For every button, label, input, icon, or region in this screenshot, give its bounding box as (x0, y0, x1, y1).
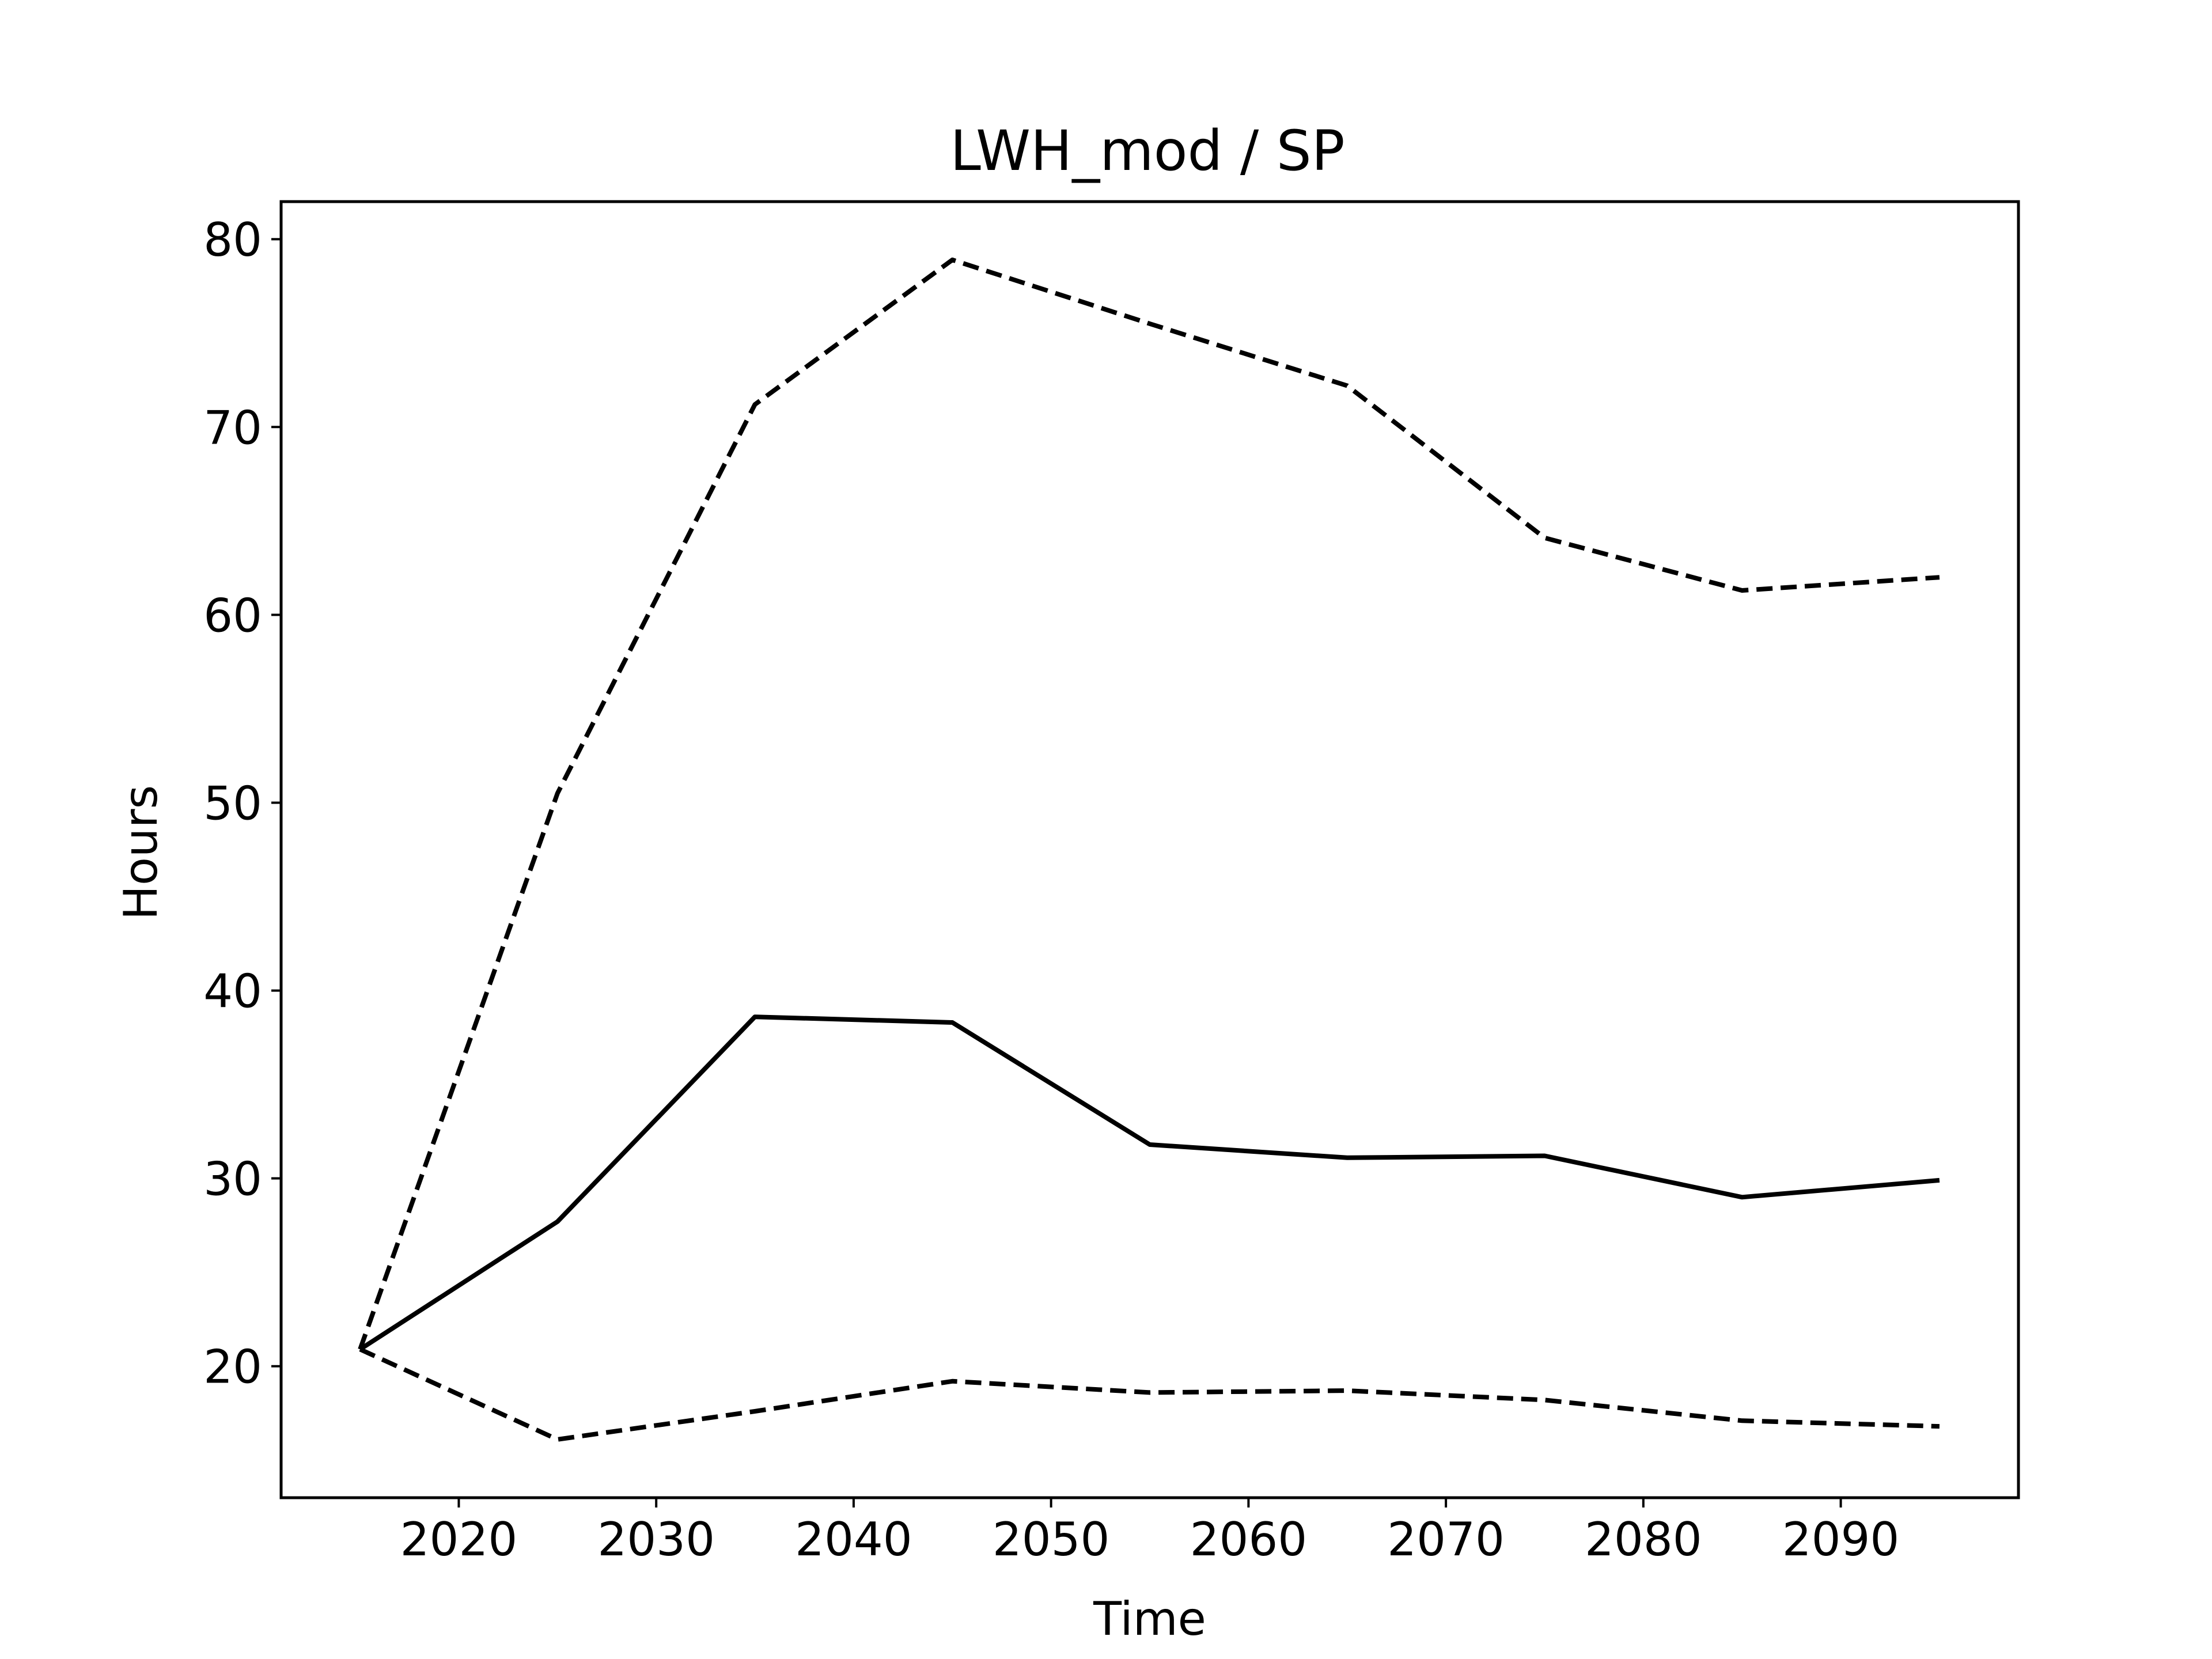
x-axis-ticks: 2020 2030 2040 2050 2060 2070 2080 2090 (400, 1498, 1900, 1566)
x-tick-label: 2040 (795, 1513, 912, 1566)
y-tick-label: 60 (203, 589, 262, 642)
y-tick-label: 40 (203, 965, 262, 1018)
plot-frame (279, 200, 2020, 1499)
y-tick-label: 20 (203, 1340, 262, 1394)
x-tick-label: 2080 (1585, 1513, 1702, 1566)
x-tick-label: 2050 (993, 1513, 1110, 1566)
y-tick-label: 70 (203, 401, 262, 454)
x-tick-label: 2090 (1782, 1513, 1900, 1566)
y-axis-ticks: 20 30 40 50 60 70 80 (203, 213, 281, 1394)
x-tick-label: 2070 (1387, 1513, 1505, 1566)
series-line-1 (358, 1014, 1940, 1351)
y-axis-label: Hours (114, 785, 168, 920)
x-axis-label: Time (1093, 1592, 1206, 1646)
x-tick-label: 2020 (400, 1513, 518, 1566)
x-tick-label: 2030 (597, 1513, 715, 1566)
x-tick-label: 2060 (1190, 1513, 1308, 1566)
chart-title: LWH_mod / SP (950, 119, 1344, 183)
y-tick-label: 50 (203, 777, 262, 830)
series-line-2 (358, 257, 1940, 1350)
y-tick-label: 80 (203, 213, 262, 267)
series-line-3 (359, 1347, 1940, 1442)
y-tick-label: 30 (203, 1153, 262, 1206)
plot-lines (358, 257, 1940, 1442)
